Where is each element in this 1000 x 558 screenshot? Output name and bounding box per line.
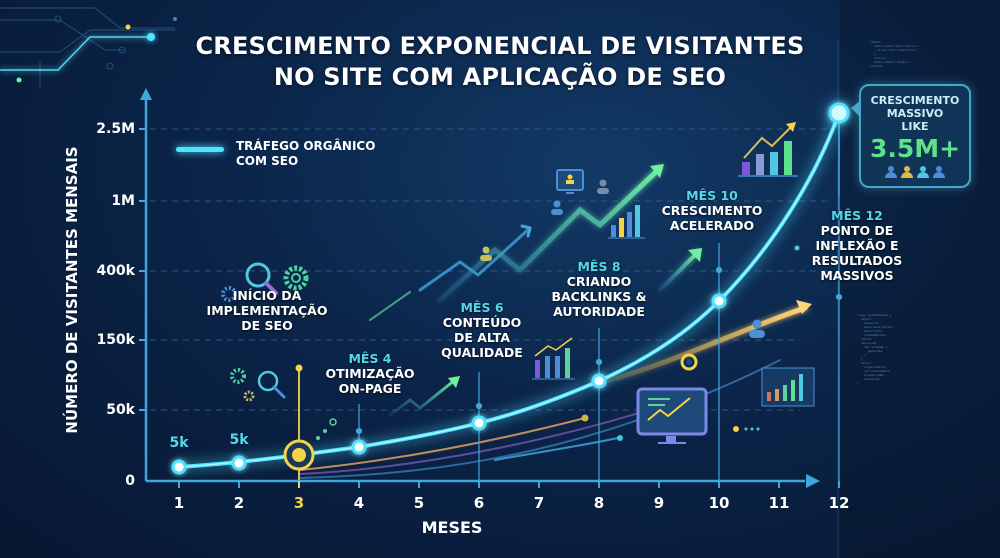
seo-icons-bottom (230, 368, 286, 402)
point-m2 (231, 455, 247, 471)
y-axis-label: NÚMERO DE VISITANTES MENSAIS (63, 146, 81, 434)
person-icon (901, 166, 913, 178)
annotation-month-8: MÊS 8 CRIANDO BACKLINKS & AUTORIDADE (551, 259, 647, 319)
x-axis-label: MESES (421, 518, 483, 537)
y-tick-150k: 150k (96, 332, 135, 348)
callout-value: 3.5M+ (869, 134, 961, 163)
annotation-month-6: MÊS 6 CONTEÚDO DE ALTA QUALIDADE (441, 300, 523, 360)
callout-line1: CRESCIMENTO (870, 94, 960, 107)
y-tick-1m: 1M (111, 193, 135, 209)
monitor-icon-m9 (636, 387, 708, 444)
x-tick-3: 3 (293, 494, 305, 512)
point-m4 (351, 439, 367, 455)
user-icons (480, 179, 765, 338)
bar-chart-icon-m7 (532, 337, 575, 380)
chart-title-line1: CRESCIMENTO EXPONENCIAL DE VISITANTES (195, 32, 805, 60)
x-ticks (178, 481, 840, 488)
gridlines (150, 128, 830, 411)
person-icon (933, 166, 945, 178)
point-m10 (711, 293, 727, 309)
x-tick-5: 5 (413, 494, 425, 512)
x-tick-12: 12 (828, 494, 850, 512)
person-icon (885, 166, 897, 178)
callout-line2: MASSIVO (886, 107, 944, 120)
chart-title-line2: NO SITE COM APLICAÇÃO DE SEO (273, 63, 727, 91)
bar-chart-icon-m10 (738, 122, 798, 177)
people-icons (861, 166, 969, 178)
chart-title: CRESCIMENTO EXPONENCIAL DE VISITANTES NO… (0, 31, 1000, 93)
code-snippet-top-right: <head> <meta name="description"> <link r… (870, 40, 919, 68)
annotation-month-4: MÊS 4 OTIMIZAÇÃO ON-PAGE (325, 351, 415, 396)
point-label-m2: 5k (229, 432, 249, 448)
point-label-m1: 5k (169, 435, 189, 451)
bar-chart-icon-m8 (608, 205, 645, 239)
x-tick-9: 9 (653, 494, 665, 512)
code-snippet-bottom-right: class seoMetadata { return keywords meta… (857, 313, 894, 385)
seo-icons-top (221, 262, 309, 302)
x-tick-8: 8 (593, 494, 605, 512)
x-tick-11: 11 (768, 494, 790, 512)
x-tick-1: 1 (173, 494, 185, 512)
point-m1 (171, 459, 187, 475)
x-tick-6: 6 (473, 494, 485, 512)
monitor-icon-m8 (556, 169, 584, 194)
axes (140, 88, 820, 488)
y-tick-50k: 50k (106, 402, 135, 418)
y-ticks (139, 128, 146, 411)
bar-chart-icon-m11 (761, 367, 815, 407)
x-tick-2: 2 (233, 494, 245, 512)
x-tick-7: 7 (533, 494, 545, 512)
point-m6 (471, 415, 487, 431)
legend-label: TRÁFEGO ORGÂNICO COM SEO (236, 139, 376, 168)
y-tick-400k: 400k (96, 263, 135, 279)
annotation-month-12: MÊS 12 PONTO DE INFLEXÃO E RESULTADOS MA… (811, 208, 903, 283)
annotation-month-10: MÊS 10 CRESCIMENTO ACELERADO (661, 188, 763, 233)
highlight-point-m3 (283, 439, 315, 471)
legend: TRÁFEGO ORGÂNICO COM SEO (176, 139, 376, 169)
target-icon (680, 353, 698, 371)
legend-swatch (176, 147, 224, 152)
y-tick-0: 0 (125, 473, 135, 489)
x-tick-10: 10 (708, 494, 730, 512)
callout-line3: LIKE (901, 120, 929, 133)
massive-growth-callout: CRESCIMENTO MASSIVO LIKE 3.5M+ (859, 84, 971, 188)
annotation-lines (355, 113, 843, 481)
y-tick-2-5m: 2.5M (96, 121, 135, 137)
point-m8 (591, 373, 607, 389)
person-icon (917, 166, 929, 178)
x-tick-4: 4 (353, 494, 365, 512)
annotation-month-3: INÍCIO DA IMPLEMENTAÇÃO DE SEO (206, 288, 328, 333)
